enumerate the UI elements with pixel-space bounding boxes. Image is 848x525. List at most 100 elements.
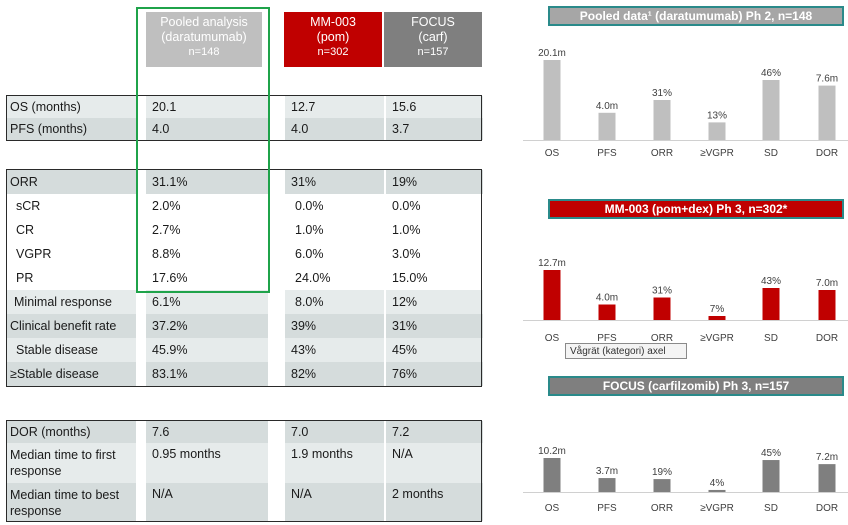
bar-1	[598, 112, 616, 140]
chart-title-pooled: Pooled data¹ (daratumumab) Ph 2, n=148	[548, 6, 844, 26]
focus-value: 15.0%	[386, 266, 483, 290]
bar-3	[708, 489, 726, 492]
focus-value: 45%	[386, 338, 483, 362]
data-label-5: 7.6m	[816, 74, 838, 85]
data-label-1: 4.0m	[596, 293, 618, 304]
bar-5	[818, 464, 836, 492]
bar-2	[653, 479, 671, 492]
data-label-4: 45%	[761, 448, 781, 459]
chart-mm003: 12.7m OS 4.0m PFS 31% ORR 7% ≥VGPR 43% SD 7.0m DOR	[523, 258, 848, 344]
row-label: sCR	[6, 194, 136, 218]
focus-value: 15.6	[386, 96, 483, 118]
header-focus-n: n=157	[417, 46, 449, 58]
table-row-cr: CR 2.7% 1.0% 1.0%	[6, 218, 483, 242]
focus-value: 12%	[386, 290, 483, 314]
focus-value: 3.0%	[386, 242, 483, 266]
data-label-5: 7.2m	[816, 452, 838, 463]
table-row-vgpr: VGPR 8.8% 6.0% 3.0%	[6, 242, 483, 266]
category-label-4: SD	[764, 503, 778, 514]
header-pooled-line1: Pooled analysis	[160, 15, 248, 29]
header-pooled-n: n=148	[188, 46, 220, 58]
bar-2	[653, 100, 671, 140]
header-focus-line2: (carf)	[418, 30, 448, 44]
table-row-orr: ORR 31.1% 31% 19%	[6, 170, 483, 194]
bar-5	[818, 85, 836, 140]
bar-2	[653, 297, 671, 320]
row-label: Median time to best response	[6, 483, 136, 521]
pooled-value: 4.0	[146, 118, 268, 140]
row-label: ORR	[6, 170, 136, 194]
table-row-stable-disease: Stable disease 45.9% 43% 45%	[6, 338, 483, 362]
row-label: CR	[6, 218, 136, 242]
header-mm003: MM-003 (pom) n=302	[284, 12, 382, 67]
category-label-3: ≥VGPR	[700, 148, 734, 159]
data-label-4: 43%	[761, 276, 781, 287]
row-label: PFS (months)	[6, 118, 136, 140]
row-label: Minimal response	[6, 290, 136, 314]
category-label-0: OS	[545, 148, 560, 159]
pooled-value: 45.9%	[146, 338, 268, 362]
category-label-2: ORR	[651, 333, 673, 344]
header-pooled-analysis: Pooled analysis (daratumumab) n=148	[146, 12, 262, 67]
pooled-value: 31.1%	[146, 170, 268, 194]
data-label-2: 19%	[652, 467, 672, 478]
table-row-time-to-best-response: Median time to best response N/A N/A 2 m…	[6, 483, 483, 521]
focus-value: 3.7	[386, 118, 483, 140]
focus-value: 19%	[386, 170, 483, 194]
data-label-4: 46%	[761, 68, 781, 79]
focus-value: 31%	[386, 314, 483, 338]
data-label-5: 7.0m	[816, 278, 838, 289]
mm003-value: 4.0	[285, 118, 384, 140]
table-row-pr: PR 17.6% 24.0% 15.0%	[6, 266, 483, 290]
header-focus-line1: FOCUS	[411, 15, 455, 29]
header-pooled-line2: (daratumumab)	[161, 30, 247, 44]
focus-value: 7.2	[386, 421, 483, 443]
data-label-1: 3.7m	[596, 466, 618, 477]
data-label-2: 31%	[652, 88, 672, 99]
row-label: Clinical benefit rate	[6, 314, 136, 338]
category-label-5: DOR	[816, 503, 838, 514]
mm003-value: N/A	[285, 483, 384, 521]
row-label: DOR (months)	[6, 421, 136, 443]
mm003-value: 24.0%	[285, 266, 384, 290]
category-label-3: ≥VGPR	[700, 503, 734, 514]
mm003-value: 8.0%	[285, 290, 384, 314]
category-label-4: SD	[764, 148, 778, 159]
header-mm003-n: n=302	[317, 46, 349, 58]
bar-0	[543, 458, 561, 492]
category-label-3: ≥VGPR	[700, 333, 734, 344]
table-row-scr: sCR 2.0% 0.0% 0.0%	[6, 194, 483, 218]
table-row-clinical-benefit-rate: Clinical benefit rate 37.2% 39% 31%	[6, 314, 483, 338]
pooled-value: 20.1	[146, 96, 268, 118]
table-row-dor: DOR (months) 7.6 7.0 7.2	[6, 421, 483, 443]
pooled-value: N/A	[146, 483, 268, 521]
pooled-value: 2.0%	[146, 194, 268, 218]
pooled-value: 8.8%	[146, 242, 268, 266]
category-label-5: DOR	[816, 148, 838, 159]
bar-4	[762, 80, 780, 140]
category-label-2: ORR	[651, 503, 673, 514]
bar-4	[762, 460, 780, 492]
table-row-minimal-response: Minimal response 6.1% 8.0% 12%	[6, 290, 483, 314]
mm003-value: 1.0%	[285, 218, 384, 242]
chart-pooled: 20.1m OS 4.0m PFS 31% ORR 13% ≥VGPR 46% SD 7.6m DOR	[523, 48, 848, 159]
table-row-at-least-stable-disease: ≥Stable disease 83.1% 82% 76%	[6, 362, 483, 386]
category-label-4: SD	[764, 333, 778, 344]
row-label: PR	[6, 266, 136, 290]
row-label: VGPR	[6, 242, 136, 266]
bar-0	[543, 270, 561, 320]
mm003-value: 7.0	[285, 421, 384, 443]
category-label-2: ORR	[651, 148, 673, 159]
data-label-1: 4.0m	[596, 101, 618, 112]
mm003-value: 1.9 months	[285, 443, 384, 483]
bar-5	[818, 290, 836, 320]
mm003-value: 82%	[285, 362, 384, 386]
data-label-2: 31%	[652, 286, 672, 297]
data-label-3: 4%	[710, 478, 725, 489]
bar-1	[598, 478, 616, 492]
bar-4	[762, 288, 780, 320]
table-row-os: OS (months) 20.1 12.7 15.6	[6, 96, 483, 118]
mm003-value: 12.7	[285, 96, 384, 118]
pooled-value: 83.1%	[146, 362, 268, 386]
pooled-value: 2.7%	[146, 218, 268, 242]
